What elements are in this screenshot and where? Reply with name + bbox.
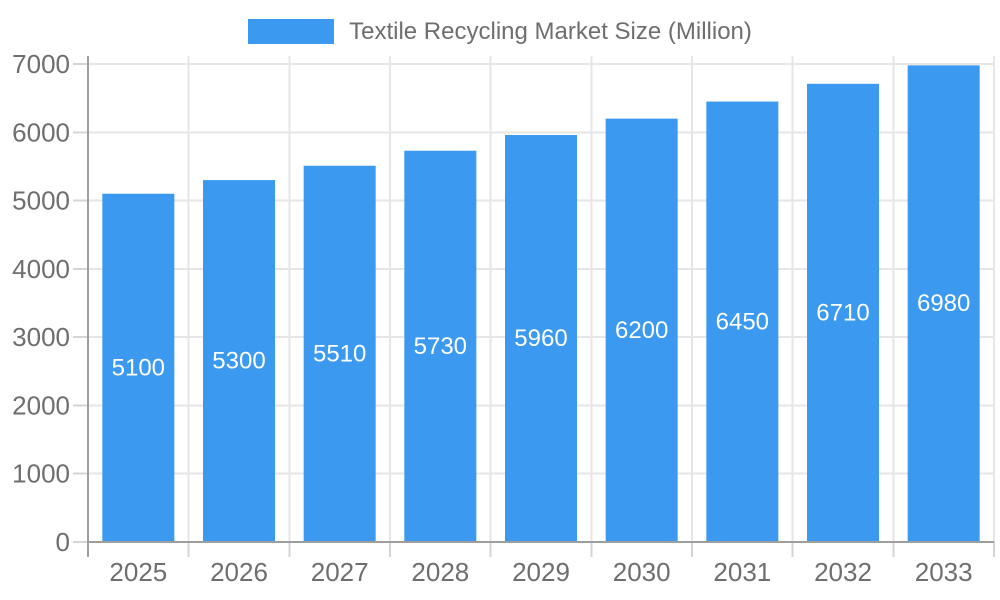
bar-value-label: 5960 [514, 325, 567, 352]
bar-value-label: 6450 [716, 308, 769, 335]
bar-2027[interactable] [303, 165, 376, 542]
bar-2031[interactable] [706, 101, 779, 543]
y-axis-label: 6000 [12, 117, 70, 147]
legend: Textile Recycling Market Size (Million) [0, 19, 1000, 44]
x-axis-label: 2031 [713, 557, 771, 587]
bar-value-label: 5730 [414, 333, 467, 360]
y-axis-label: 2000 [12, 390, 70, 420]
legend-label[interactable]: Textile Recycling Market Size (Million) [349, 18, 752, 45]
x-axis-label: 2032 [814, 557, 872, 587]
y-axis-label: 4000 [12, 254, 70, 284]
bar-value-label: 5300 [212, 348, 265, 375]
bar-value-label: 6980 [917, 290, 970, 317]
bar-2033[interactable] [907, 65, 980, 542]
y-axis-label: 5000 [12, 186, 70, 216]
bar-2029[interactable] [505, 135, 577, 542]
x-axis-label: 2029 [512, 557, 570, 587]
y-axis-label: 0 [56, 527, 70, 557]
bar-2030[interactable] [605, 118, 678, 542]
y-axis-label: 1000 [12, 459, 70, 489]
bar-2026[interactable] [203, 180, 275, 543]
y-axis-label: 3000 [12, 322, 70, 352]
bar-value-label: 5510 [313, 340, 366, 367]
bar-2032[interactable] [807, 83, 879, 542]
x-axis-label: 2028 [411, 557, 469, 587]
bar-value-label: 5100 [112, 354, 165, 381]
y-axis-label: 7000 [12, 49, 70, 79]
x-axis-label: 2033 [915, 557, 973, 587]
bar-2028[interactable] [404, 150, 477, 543]
x-axis-label: 2027 [311, 557, 369, 587]
legend-swatch[interactable] [248, 19, 335, 44]
bar-value-label: 6710 [816, 299, 869, 326]
bar-2025[interactable] [102, 193, 175, 542]
x-axis-label: 2025 [109, 557, 167, 587]
x-axis-label: 2030 [613, 557, 671, 587]
bar-value-label: 6200 [615, 317, 668, 344]
x-axis-label: 2026 [210, 557, 268, 587]
